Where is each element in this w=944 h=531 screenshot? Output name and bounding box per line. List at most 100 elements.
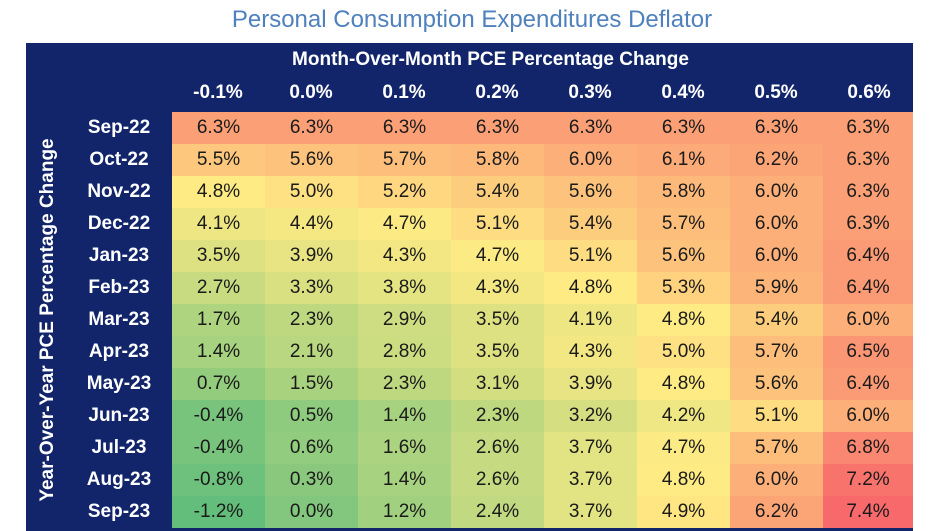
heatmap-cell: 1.5%: [265, 368, 358, 400]
heatmap-cell: 6.0%: [544, 144, 637, 176]
heatmap-cell: -0.8%: [172, 464, 265, 496]
heatmap-cell: 2.4%: [451, 496, 544, 528]
heatmap-cell: 3.7%: [544, 464, 637, 496]
heatmap-cell: 2.8%: [358, 336, 451, 368]
heatmap-cell: 4.7%: [637, 432, 730, 464]
heatmap-cell: 6.4%: [823, 368, 913, 400]
heatmap-cell: 6.4%: [823, 240, 913, 272]
heatmap-cell: 4.3%: [544, 336, 637, 368]
heatmap-cell: 3.7%: [544, 432, 637, 464]
y-axis-label: Year-Over-Year PCE Percentage Change: [37, 138, 58, 502]
heatmap-cell: 4.8%: [172, 176, 265, 208]
row-header: Jul-23: [91, 437, 147, 458]
heatmap-cell: 5.4%: [730, 304, 823, 336]
heatmap-cell: 0.0%: [265, 496, 358, 528]
heatmap-cell: 3.5%: [451, 304, 544, 336]
chart-title: Personal Consumption Expenditures Deflat…: [231, 6, 713, 33]
heatmap-cell: 3.2%: [544, 400, 637, 432]
heatmap-cell: 5.0%: [637, 336, 730, 368]
row-header: Nov-22: [87, 181, 151, 202]
heatmap-cell: 0.7%: [172, 368, 265, 400]
heatmap-cell: 4.8%: [637, 304, 730, 336]
heatmap-cell: 5.1%: [730, 400, 823, 432]
heatmap-cell: 6.3%: [823, 112, 913, 144]
heatmap-cell: 6.1%: [637, 144, 730, 176]
heatmap-cell: 4.7%: [358, 208, 451, 240]
row-header: Oct-22: [89, 149, 149, 170]
heatmap-cell: 4.8%: [544, 272, 637, 304]
heatmap-cell: 2.6%: [451, 464, 544, 496]
heatmap-cell: 3.5%: [451, 336, 544, 368]
heatmap-cell: 4.1%: [172, 208, 265, 240]
heatmap-cell: 0.3%: [265, 464, 358, 496]
heatmap-cell: 4.8%: [637, 464, 730, 496]
heatmap-cell: 7.4%: [823, 496, 913, 528]
heatmap-cell: 6.0%: [823, 400, 913, 432]
column-header: 0.0%: [289, 82, 333, 103]
heatmap-cell: 0.6%: [265, 432, 358, 464]
row-header: May-23: [86, 373, 152, 394]
column-header: 0.3%: [568, 82, 612, 103]
heatmap-cell: 3.1%: [451, 368, 544, 400]
heatmap-cell: -0.4%: [172, 432, 265, 464]
heatmap-cell: 6.0%: [730, 208, 823, 240]
heatmap-cell: 3.7%: [544, 496, 637, 528]
heatmap-cell: 5.6%: [265, 144, 358, 176]
heatmap-cell: 7.2%: [823, 464, 913, 496]
heatmap-cell: 5.8%: [451, 144, 544, 176]
row-header: Jun-23: [88, 405, 150, 426]
heatmap-cell: 6.5%: [823, 336, 913, 368]
heatmap-cell: 3.3%: [265, 272, 358, 304]
heatmap-cell: 3.8%: [358, 272, 451, 304]
x-axis-label: Month-Over-Month PCE Percentage Change: [292, 49, 689, 70]
heatmap-cell: 6.3%: [265, 112, 358, 144]
heatmap-cell: 5.6%: [544, 176, 637, 208]
heatmap-cell: -0.4%: [172, 400, 265, 432]
heatmap-cell: 5.7%: [730, 432, 823, 464]
heatmap-cell: 6.0%: [823, 304, 913, 336]
heatmap-cell: 6.0%: [730, 240, 823, 272]
heatmap-cell: 5.7%: [637, 208, 730, 240]
heatmap-cell: 1.4%: [358, 464, 451, 496]
heatmap-cell: 5.1%: [451, 208, 544, 240]
heatmap-cell: 5.2%: [358, 176, 451, 208]
heatmap-cell: 1.4%: [172, 336, 265, 368]
heatmap-cell: 6.2%: [730, 496, 823, 528]
heatmap-cell: 5.6%: [637, 240, 730, 272]
heatmap-cell: 4.4%: [265, 208, 358, 240]
heatmap-cell: 4.1%: [544, 304, 637, 336]
column-header: 0.4%: [661, 82, 705, 103]
heatmap-cell: 6.0%: [730, 464, 823, 496]
heatmap-cell: 5.4%: [451, 176, 544, 208]
heatmap-cell: 5.9%: [730, 272, 823, 304]
heatmap-cell: 5.8%: [637, 176, 730, 208]
row-header: Feb-23: [88, 277, 150, 298]
heatmap-cell: 2.9%: [358, 304, 451, 336]
row-header: Sep-22: [87, 117, 151, 138]
column-header: 0.6%: [847, 82, 891, 103]
column-header: -0.1%: [193, 82, 243, 103]
y-axis-label-container: Year-Over-Year PCE Percentage Change: [30, 112, 66, 528]
heatmap-cell: 5.3%: [637, 272, 730, 304]
row-header: Sep-23: [87, 501, 151, 522]
heatmap-cell: 4.7%: [451, 240, 544, 272]
heatmap-cell: 6.0%: [730, 176, 823, 208]
heatmap-cell: 2.3%: [451, 400, 544, 432]
heatmap-cell: 3.9%: [544, 368, 637, 400]
column-header: 0.2%: [475, 82, 519, 103]
column-header: 0.1%: [382, 82, 426, 103]
heatmap-cell: 0.5%: [265, 400, 358, 432]
heatmap-cell: 6.3%: [823, 208, 913, 240]
heatmap-cell: 6.3%: [823, 176, 913, 208]
heatmap-cell: 5.5%: [172, 144, 265, 176]
heatmap-cell: 5.7%: [730, 336, 823, 368]
heatmap-cell: 2.7%: [172, 272, 265, 304]
heatmap-cell: 2.3%: [265, 304, 358, 336]
heatmap-cell: 2.6%: [451, 432, 544, 464]
row-header: Jan-23: [88, 245, 150, 266]
heatmap-cell: 6.3%: [358, 112, 451, 144]
heatmap-cell: 2.3%: [358, 368, 451, 400]
heatmap-cell: 1.7%: [172, 304, 265, 336]
heatmap-cell: 4.8%: [637, 368, 730, 400]
heatmap-cell: 6.3%: [172, 112, 265, 144]
